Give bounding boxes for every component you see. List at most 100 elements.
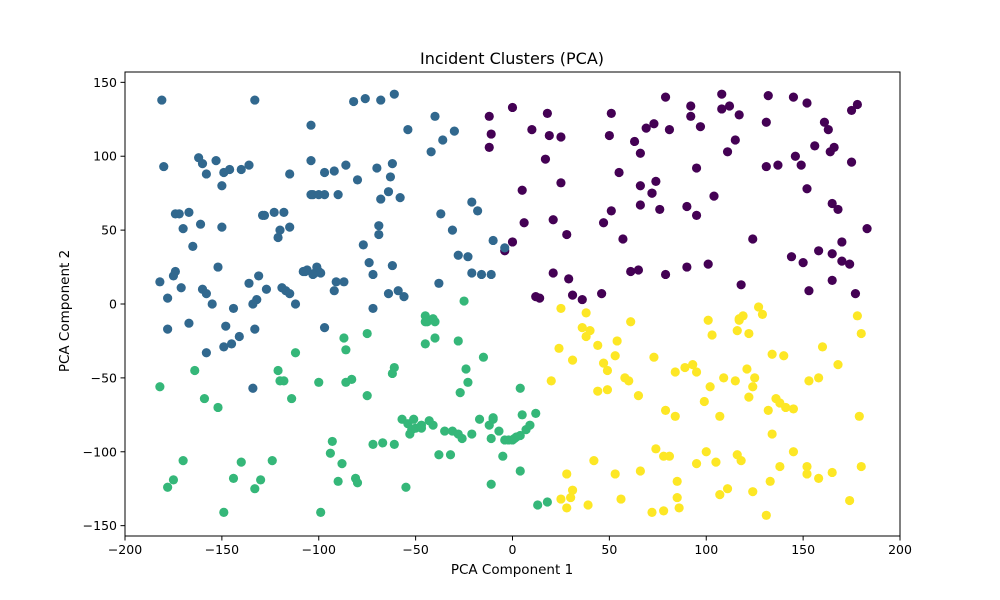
data-point bbox=[823, 125, 833, 135]
data-point bbox=[279, 207, 289, 217]
data-point bbox=[670, 367, 680, 377]
data-point bbox=[750, 373, 760, 383]
data-point bbox=[612, 336, 622, 346]
data-point bbox=[155, 382, 165, 392]
data-point bbox=[546, 376, 556, 386]
data-point bbox=[715, 411, 725, 421]
data-point bbox=[814, 473, 824, 483]
data-point bbox=[273, 232, 283, 243]
data-point bbox=[786, 252, 797, 262]
data-point bbox=[717, 104, 727, 114]
data-point bbox=[593, 340, 603, 350]
data-point bbox=[635, 200, 645, 210]
data-point bbox=[707, 330, 717, 340]
data-point bbox=[753, 302, 764, 312]
data-point bbox=[438, 135, 448, 145]
data-point bbox=[626, 317, 636, 327]
data-point bbox=[163, 482, 173, 492]
data-point bbox=[660, 405, 671, 415]
data-point bbox=[827, 198, 837, 209]
data-point bbox=[372, 163, 382, 173]
data-point bbox=[440, 426, 450, 436]
data-point bbox=[383, 289, 394, 299]
data-point bbox=[341, 160, 351, 170]
data-point bbox=[672, 476, 682, 486]
data-point bbox=[248, 383, 258, 393]
data-point bbox=[577, 323, 587, 333]
data-point bbox=[219, 507, 229, 517]
data-point bbox=[178, 456, 188, 466]
data-point bbox=[507, 237, 518, 247]
data-point bbox=[430, 333, 440, 343]
data-point bbox=[319, 167, 330, 178]
data-point bbox=[593, 386, 603, 396]
data-point bbox=[244, 278, 254, 288]
data-point bbox=[837, 237, 847, 247]
data-point bbox=[535, 293, 545, 303]
data-point bbox=[589, 456, 599, 466]
data-point bbox=[691, 367, 702, 377]
data-point bbox=[567, 355, 578, 365]
x-axis-ticks: −200 −150 −100 −50 0 50 100 150 200 bbox=[108, 536, 912, 557]
data-point bbox=[757, 309, 768, 319]
data-point bbox=[434, 278, 444, 288]
data-point bbox=[660, 92, 671, 102]
data-point bbox=[734, 110, 744, 120]
data-point bbox=[833, 359, 843, 370]
data-point bbox=[781, 402, 791, 413]
data-point bbox=[742, 364, 752, 374]
data-point bbox=[517, 185, 527, 195]
data-point bbox=[802, 98, 812, 108]
data-point bbox=[236, 164, 246, 175]
data-point bbox=[651, 176, 661, 186]
data-point bbox=[775, 461, 785, 472]
data-point bbox=[672, 492, 682, 503]
data-point bbox=[562, 469, 572, 479]
data-point bbox=[157, 95, 167, 105]
data-point bbox=[308, 269, 318, 280]
data-point bbox=[647, 507, 657, 517]
data-point bbox=[814, 373, 824, 383]
data-point bbox=[436, 209, 446, 219]
data-point bbox=[188, 241, 198, 251]
data-point bbox=[207, 299, 217, 309]
data-point bbox=[817, 342, 828, 352]
data-point bbox=[457, 433, 467, 444]
data-point bbox=[385, 172, 396, 182]
data-point bbox=[854, 411, 864, 421]
data-point bbox=[403, 125, 413, 135]
data-point bbox=[184, 318, 194, 328]
data-point bbox=[736, 280, 746, 290]
data-point bbox=[554, 343, 564, 353]
data-point bbox=[378, 438, 388, 448]
data-point bbox=[259, 210, 270, 220]
data-point bbox=[819, 117, 830, 127]
data-point bbox=[767, 429, 777, 439]
data-point bbox=[287, 393, 297, 404]
data-point bbox=[517, 410, 527, 420]
data-point bbox=[540, 154, 551, 164]
data-point bbox=[688, 359, 698, 370]
data-point bbox=[250, 95, 260, 105]
data-point bbox=[814, 246, 824, 256]
data-point bbox=[155, 277, 165, 287]
data-point bbox=[368, 303, 378, 314]
x-tick-label: −100 bbox=[302, 542, 336, 557]
data-point bbox=[833, 204, 843, 215]
data-point bbox=[624, 376, 634, 386]
data-point bbox=[234, 331, 244, 342]
data-point bbox=[201, 348, 211, 358]
data-point bbox=[347, 374, 357, 384]
data-point bbox=[285, 222, 295, 232]
data-point bbox=[459, 296, 469, 306]
data-point bbox=[763, 91, 773, 101]
data-point bbox=[856, 461, 866, 472]
data-point bbox=[275, 225, 285, 235]
data-point bbox=[409, 414, 419, 424]
data-point bbox=[484, 420, 494, 430]
data-point bbox=[290, 348, 301, 358]
data-point bbox=[337, 458, 347, 469]
data-point bbox=[717, 89, 727, 99]
data-point bbox=[604, 130, 614, 141]
